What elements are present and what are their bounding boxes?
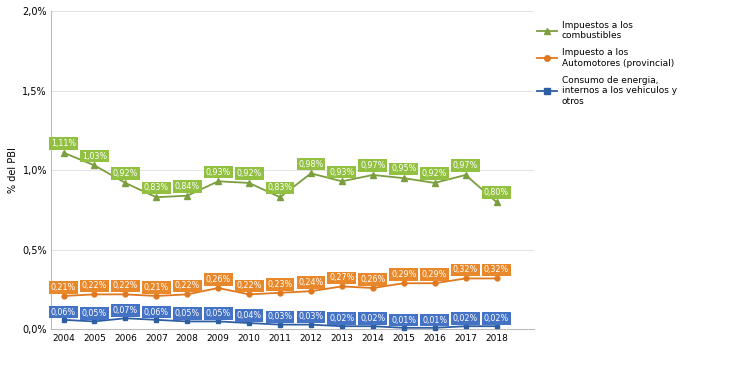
Text: 0,02%: 0,02% bbox=[453, 314, 478, 323]
Text: 0,84%: 0,84% bbox=[175, 182, 200, 191]
Text: 0,07%: 0,07% bbox=[113, 306, 138, 315]
Text: 0,92%: 0,92% bbox=[422, 169, 447, 178]
Text: 0,21%: 0,21% bbox=[144, 283, 169, 292]
Text: 0,05%: 0,05% bbox=[175, 309, 200, 318]
Text: 0,02%: 0,02% bbox=[360, 314, 385, 323]
Text: 0,06%: 0,06% bbox=[51, 308, 76, 317]
Text: 0,06%: 0,06% bbox=[144, 308, 169, 317]
Text: 0,32%: 0,32% bbox=[453, 265, 478, 274]
Text: 0,97%: 0,97% bbox=[453, 161, 478, 170]
Text: 0,32%: 0,32% bbox=[484, 265, 510, 274]
Text: 0,23%: 0,23% bbox=[268, 280, 292, 289]
Text: 0,93%: 0,93% bbox=[329, 168, 355, 176]
Text: 0,93%: 0,93% bbox=[205, 168, 231, 176]
Text: 0,26%: 0,26% bbox=[360, 275, 385, 284]
Text: 0,03%: 0,03% bbox=[268, 313, 292, 321]
Text: 0,80%: 0,80% bbox=[484, 188, 509, 197]
Text: 0,01%: 0,01% bbox=[422, 315, 447, 325]
Text: 0,05%: 0,05% bbox=[205, 309, 231, 318]
Text: 1,03%: 1,03% bbox=[82, 152, 107, 161]
Text: 0,92%: 0,92% bbox=[236, 169, 262, 178]
Text: 0,01%: 0,01% bbox=[391, 315, 416, 325]
Text: 0,97%: 0,97% bbox=[360, 161, 385, 170]
Text: 0,29%: 0,29% bbox=[422, 270, 447, 279]
Text: 0,02%: 0,02% bbox=[329, 314, 355, 323]
Text: 0,26%: 0,26% bbox=[205, 275, 231, 284]
Text: 0,98%: 0,98% bbox=[298, 160, 324, 169]
Legend: Impuestos a los
combustibles, Impuesto a los
Automotores (provincial), Consumo d: Impuestos a los combustibles, Impuesto a… bbox=[534, 17, 681, 109]
Text: 0,24%: 0,24% bbox=[298, 278, 324, 287]
Text: 0,02%: 0,02% bbox=[484, 314, 510, 323]
Text: 0,05%: 0,05% bbox=[82, 309, 107, 318]
Text: 0,83%: 0,83% bbox=[144, 183, 169, 193]
Text: 0,92%: 0,92% bbox=[113, 169, 138, 178]
Text: 0,21%: 0,21% bbox=[51, 283, 76, 292]
Text: 1,11%: 1,11% bbox=[51, 139, 76, 148]
Text: 0,29%: 0,29% bbox=[391, 270, 417, 279]
Text: 0,03%: 0,03% bbox=[298, 313, 324, 321]
Text: 0,22%: 0,22% bbox=[175, 281, 200, 290]
Text: 0,27%: 0,27% bbox=[329, 273, 355, 283]
Text: 0,22%: 0,22% bbox=[82, 281, 107, 290]
Text: 0,22%: 0,22% bbox=[113, 281, 138, 290]
Text: 0,83%: 0,83% bbox=[268, 183, 292, 193]
Text: 0,95%: 0,95% bbox=[391, 164, 417, 173]
Text: 0,22%: 0,22% bbox=[236, 281, 262, 290]
Text: 0,04%: 0,04% bbox=[237, 311, 262, 320]
Y-axis label: % del PBI: % del PBI bbox=[8, 147, 18, 193]
